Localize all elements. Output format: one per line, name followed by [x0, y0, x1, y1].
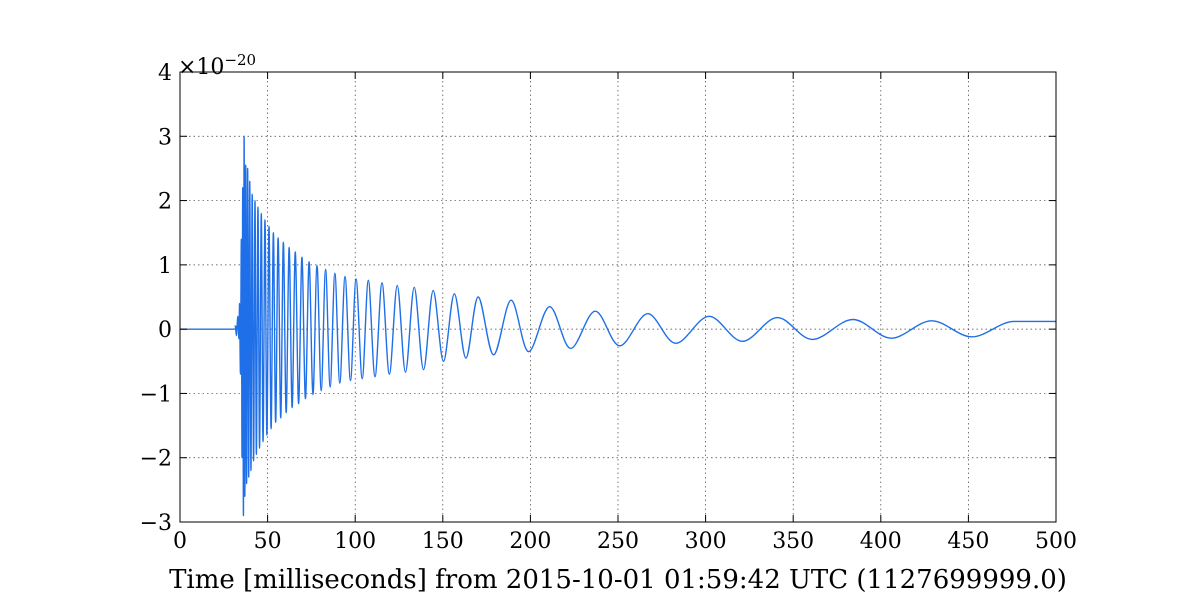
y-axis-offset: ×10−20: [178, 51, 256, 80]
x-tick-label: 150: [422, 529, 464, 554]
y-axis: −3 −2 −1 0 1 2 3 4: [140, 61, 172, 536]
x-tick-label: 50: [254, 529, 282, 554]
x-axis: 0 50 100 150 200 250 300 350 400 450 500: [173, 529, 1077, 554]
y-tick-label: 1: [158, 254, 172, 279]
x-axis-label: Time [milliseconds] from 2015-10-01 01:5…: [169, 565, 1067, 595]
x-tick-label: 500: [1035, 529, 1077, 554]
y-tick-label: −1: [140, 382, 172, 407]
x-tick-label: 300: [685, 529, 727, 554]
x-tick-label: 350: [772, 529, 814, 554]
y-axis-offset-base: ×10: [178, 55, 224, 80]
axis-ticks: [179, 71, 1057, 523]
y-tick-label: 3: [158, 125, 172, 150]
plot-area: [179, 135, 1057, 517]
x-tick-label: 100: [334, 529, 376, 554]
y-tick-label: 2: [158, 190, 172, 215]
grid: [180, 72, 1056, 522]
y-tick-label: 0: [158, 318, 172, 343]
x-tick-label: 450: [947, 529, 989, 554]
y-tick-label: −2: [140, 447, 172, 472]
series-line-0: [179, 135, 1057, 517]
y-tick-label: 4: [158, 61, 172, 86]
x-tick-label: 0: [173, 529, 187, 554]
y-tick-label: −3: [140, 511, 172, 536]
y-axis-offset-exponent: −20: [224, 51, 256, 69]
x-tick-label: 400: [860, 529, 902, 554]
x-tick-label: 250: [597, 529, 639, 554]
x-tick-label: 200: [509, 529, 551, 554]
